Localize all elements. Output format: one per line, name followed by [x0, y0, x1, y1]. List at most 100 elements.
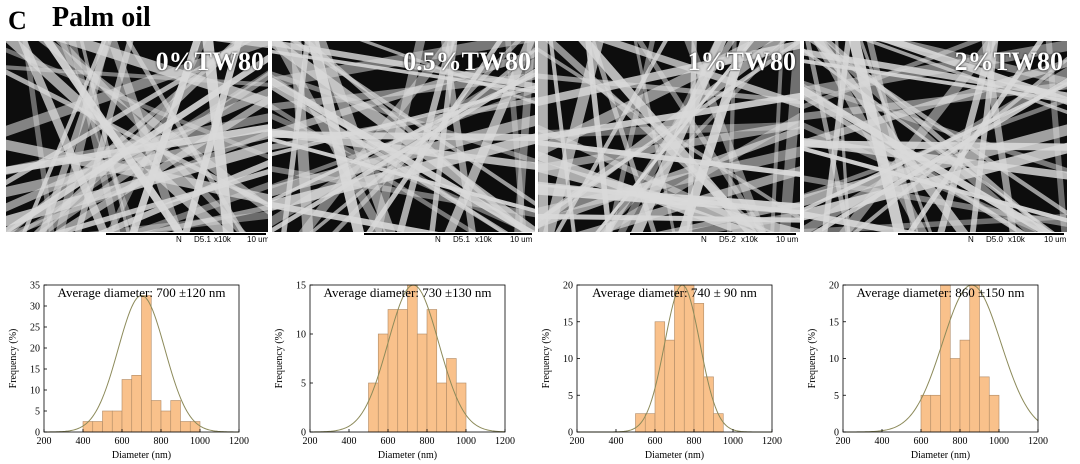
y-tick-label: 5 [568, 391, 573, 402]
sem-detector: N [701, 235, 707, 244]
x-tick-label: 1000 [456, 436, 476, 447]
y-tick-label: 5 [834, 391, 839, 402]
scale-bar [898, 233, 1064, 235]
histogram-bar [407, 284, 418, 433]
fiber [124, 41, 201, 246]
y-tick-label: 20 [30, 344, 40, 355]
sem-magnification: x10k [214, 235, 231, 244]
sem-detector: N [968, 235, 974, 244]
x-tick-label: 800 [953, 436, 968, 447]
y-tick-label: 25 [30, 323, 40, 334]
sem-magnification: x10k [475, 235, 492, 244]
histogram-bar [988, 394, 1000, 433]
gaussian-fit-curve [43, 294, 240, 433]
fiber [597, 41, 800, 109]
y-tick-label: 15 [296, 281, 306, 292]
fiber [52, 41, 110, 246]
sem-info-bar: N D5.2 x10k 10 um [538, 232, 800, 246]
fiber [272, 49, 535, 138]
sem-info-bar: N D5.1 x10k 10 um [6, 232, 268, 246]
sem-image-2: 1%TW80 N D5.2 x10k 10 um [538, 41, 800, 246]
fiber [570, 112, 800, 246]
sem-wd: D5.2 [719, 235, 736, 244]
histogram-bar [644, 413, 656, 433]
sem-label: 0.5%TW80 [403, 47, 531, 76]
y-tick-label: 35 [30, 281, 40, 292]
average-diameter-annotation: Average diameter: 730 ±130 nm [324, 285, 492, 300]
y-tick-label: 15 [563, 317, 573, 328]
sem-label: 0%TW80 [155, 47, 264, 76]
scale-bar [364, 233, 532, 235]
sem-label: 1%TW80 [687, 47, 796, 76]
plot-frame [43, 284, 240, 433]
fiber [538, 126, 800, 229]
fiber [1045, 41, 1067, 246]
fiber [633, 41, 679, 246]
sem-detector: N [435, 235, 441, 244]
y-axis-label: Frequency (%) [541, 329, 552, 389]
x-tick-label: 400 [342, 436, 357, 447]
sem-scale: 10 um [247, 235, 268, 244]
fiber [6, 41, 268, 137]
x-tick-label: 600 [115, 436, 130, 447]
x-tick-label: 400 [609, 436, 624, 447]
histogram-bar [949, 358, 961, 433]
histogram-bar [416, 333, 428, 433]
x-tick-label: 1000 [723, 436, 743, 447]
y-tick-label: 20 [563, 281, 573, 292]
x-tick-label: 200 [836, 436, 851, 447]
fiber [427, 41, 458, 246]
histogram-bar [102, 410, 113, 433]
histogram-bar [92, 421, 103, 433]
y-axis-label: Frequency (%) [8, 329, 19, 389]
y-tick-label: 15 [30, 365, 40, 376]
histogram-bar [940, 284, 951, 433]
histogram-bar [189, 421, 201, 433]
x-axis-label: Diameter (nm) [645, 450, 704, 461]
histogram-bar [674, 284, 685, 433]
sem-image-3: 2%TW80 N D5.0 x10k 10 um [804, 41, 1067, 246]
fiber [505, 41, 528, 246]
y-tick-label: 10 [829, 354, 839, 365]
sem-detector: N [176, 235, 182, 244]
histogram-2: 200 400 600 800 1000 1200 0 5 10 15 20 Diameter (nm… [541, 281, 782, 462]
histogram-bar [930, 394, 941, 433]
x-tick-label: 600 [381, 436, 396, 447]
fiber [864, 41, 1067, 115]
histogram-bar [111, 410, 123, 433]
fiber [804, 146, 1067, 223]
fiber [804, 67, 1067, 236]
sem-image-0: 0%TW80 N D5.1 x10k 10 um [6, 41, 268, 246]
sem-label: 2%TW80 [954, 47, 1063, 76]
fiber [272, 85, 535, 157]
sem-info-bar: N D5.0 x10k 10 um [804, 232, 1067, 246]
fiber [272, 74, 526, 246]
fiber [548, 41, 578, 246]
plot-frame [309, 284, 506, 433]
fiber [22, 41, 57, 246]
sem-wd: D5.1 [453, 235, 470, 244]
fiber [828, 41, 999, 246]
y-tick-label: 0 [834, 428, 839, 439]
fiber [547, 41, 668, 246]
sem-wd: D5.1 [194, 235, 211, 244]
fiber [538, 139, 800, 178]
x-tick-label: 1200 [495, 436, 515, 447]
fiber [440, 41, 478, 246]
x-tick-label: 800 [154, 436, 169, 447]
y-tick-label: 10 [30, 386, 40, 397]
y-tick-label: 15 [829, 317, 839, 328]
fiber [805, 41, 854, 246]
histogram-bar [969, 284, 980, 433]
panel-letter: C [8, 6, 27, 35]
fiber [369, 41, 426, 246]
histogram-bar [446, 358, 457, 433]
histogram-bar [170, 400, 181, 433]
fiber [71, 41, 134, 246]
histogram-bar [82, 421, 94, 433]
fiber [584, 41, 755, 246]
sem-info-bar: N D5.1 x10k 10 um [272, 232, 535, 246]
x-axis-label: Diameter (nm) [378, 450, 437, 461]
fiber [968, 41, 999, 246]
average-diameter-annotation: Average diameter: 700 ±120 nm [58, 285, 226, 300]
